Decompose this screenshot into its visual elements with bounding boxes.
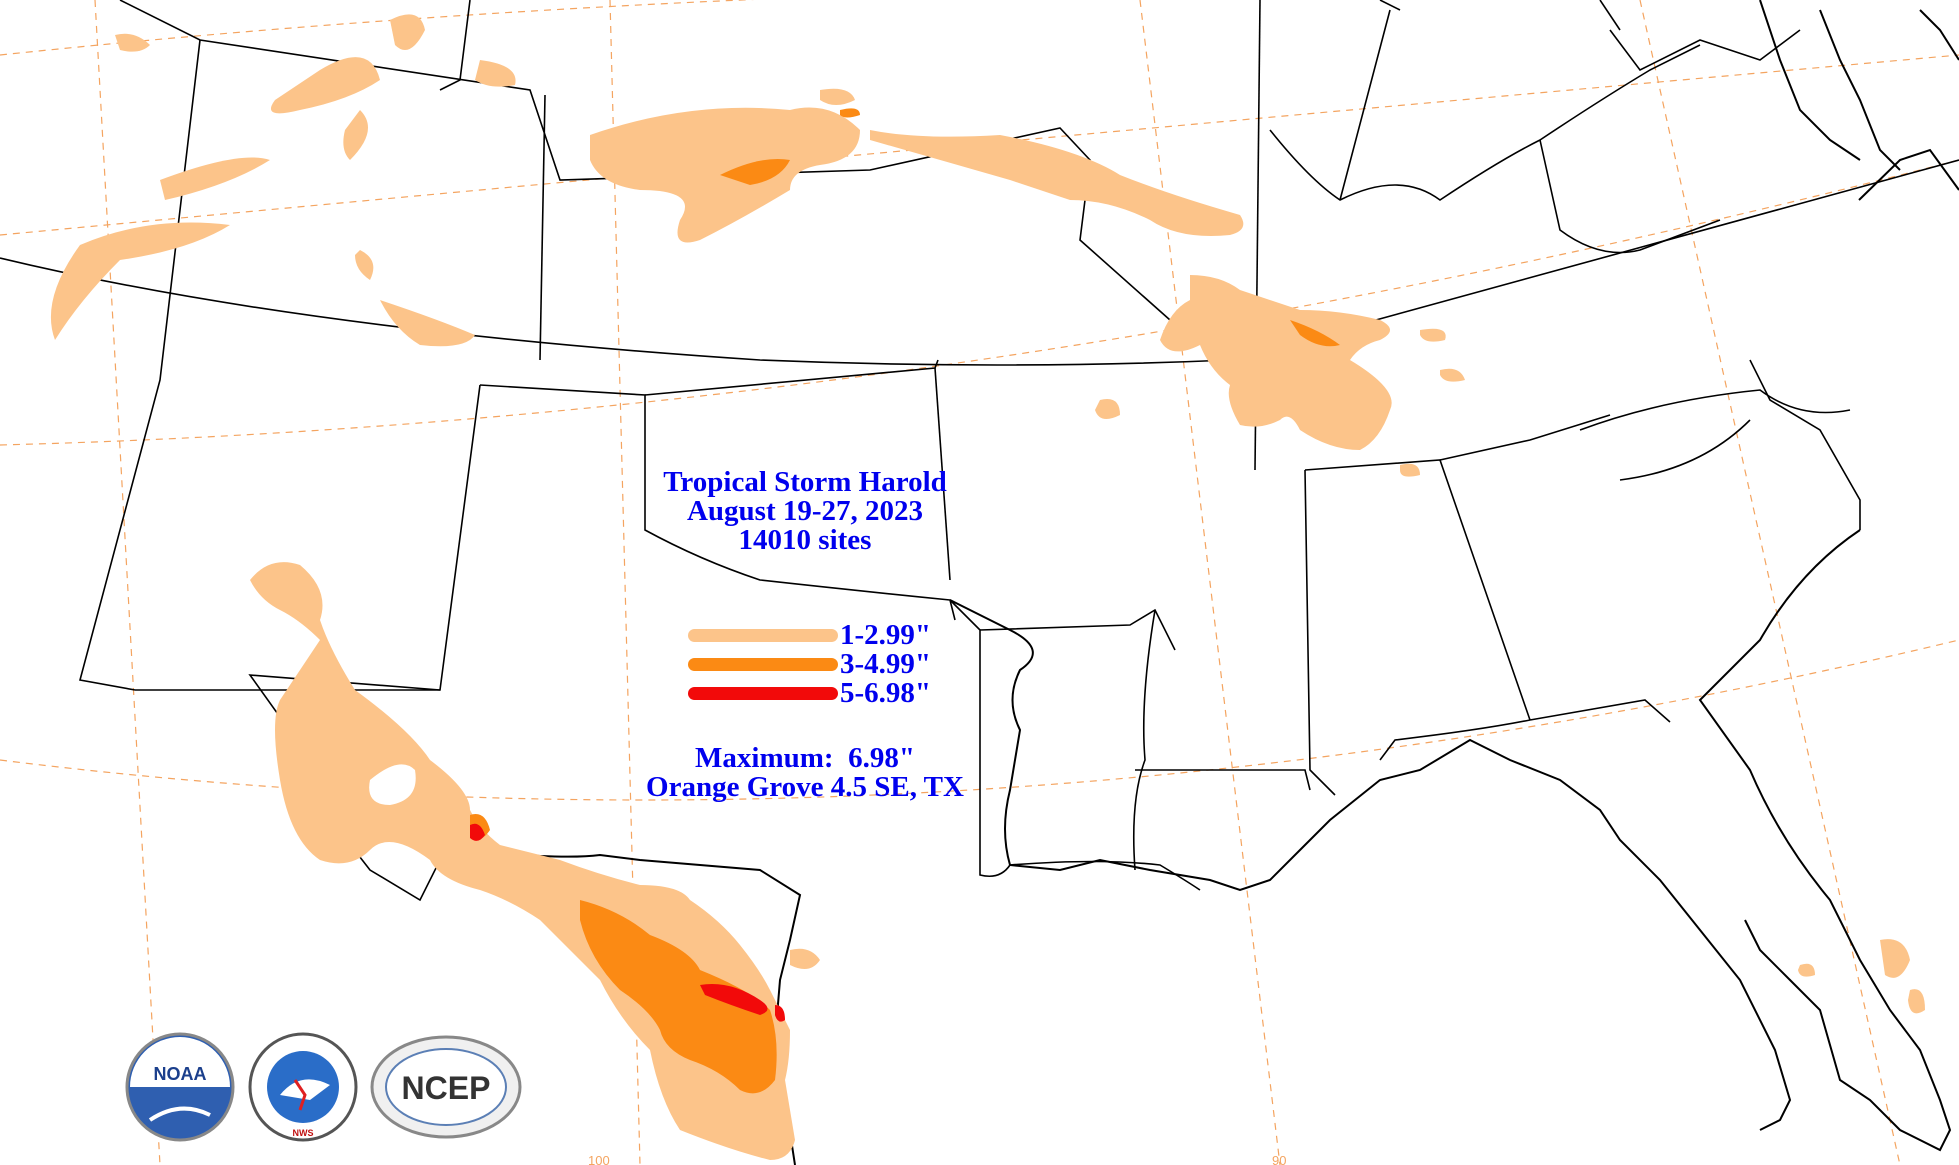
state-boundaries (0, 0, 1959, 902)
rainfall-3-4.99 (470, 108, 1340, 1094)
svg-text:NCEP: NCEP (402, 1070, 491, 1106)
graticule-label-100: 100 (588, 1153, 610, 1165)
svg-text:NWS: NWS (293, 1128, 314, 1138)
legend-label: 3-4.99" (840, 647, 932, 680)
storm-dates: August 19-27, 2023 (686, 495, 924, 527)
storm-title-block: Tropical Storm Harold August 19-27, 2023… (560, 468, 1050, 555)
noaa-logo: NOAA (125, 1032, 235, 1142)
legend-item: 1-2.99" (688, 618, 932, 651)
legend-swatch (688, 628, 838, 642)
legend-item: 5-6.98" (688, 676, 932, 709)
rainfall-1-2.99 (50, 14, 1925, 1160)
maximum-value: Maximum: 6.98" (695, 742, 915, 774)
rainfall-5-6.98 (470, 823, 785, 1022)
legend-swatch (688, 657, 838, 671)
storm-name: Tropical Storm Harold (663, 466, 947, 498)
svg-text:NOAA: NOAA (154, 1064, 207, 1084)
legend-item: 3-4.99" (688, 647, 932, 680)
legend-swatch (688, 686, 838, 700)
graticule-label-90: 90 (1272, 1153, 1286, 1165)
nws-logo: NWS (248, 1032, 358, 1142)
legend-label: 1-2.99" (840, 618, 932, 651)
maximum-block: Maximum: 6.98" Orange Grove 4.5 SE, TX (560, 744, 1050, 802)
legend-label: 5-6.98" (840, 676, 932, 709)
coastline (469, 0, 1959, 1165)
ncep-logo: NCEP (370, 1035, 522, 1139)
site-count: 14010 sites (738, 524, 872, 556)
maximum-location: Orange Grove 4.5 SE, TX (646, 771, 964, 803)
